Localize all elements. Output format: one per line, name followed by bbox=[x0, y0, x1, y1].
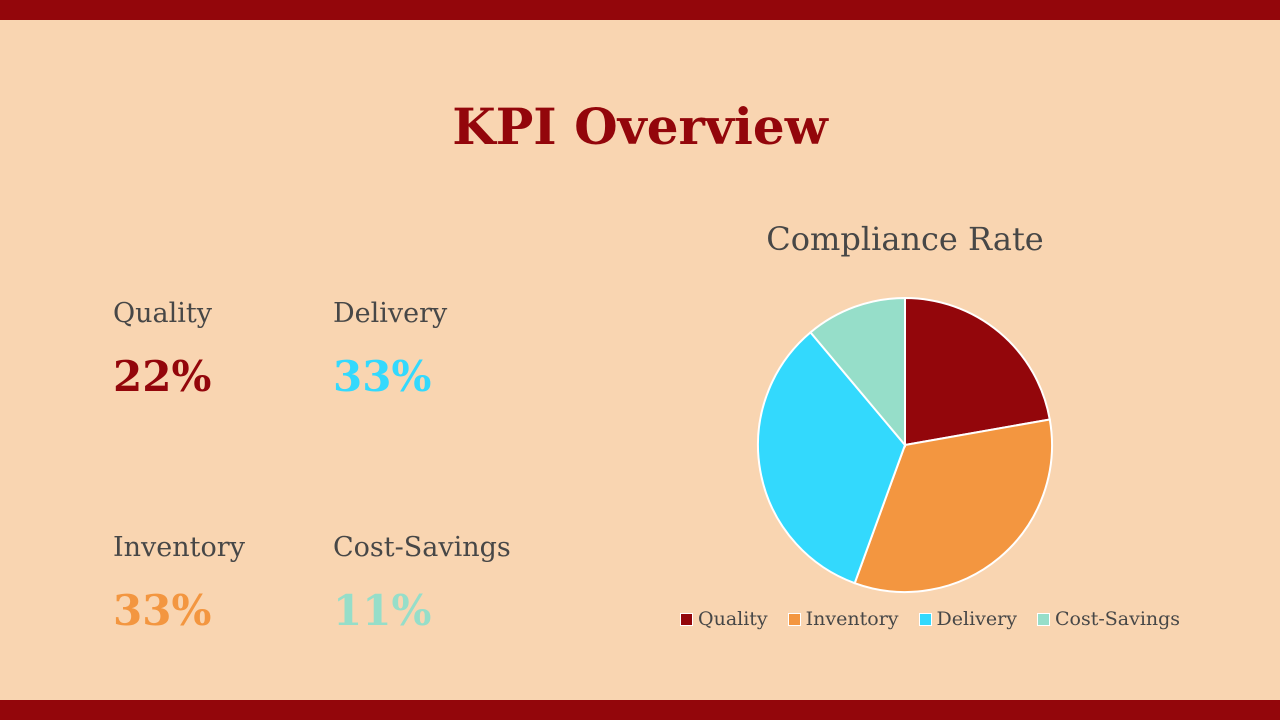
legend-swatch bbox=[1036, 612, 1050, 626]
legend-swatch bbox=[787, 612, 801, 626]
legend-label: Delivery bbox=[936, 608, 1017, 630]
kpi-label: Delivery bbox=[333, 298, 448, 329]
legend-item-quality: Quality bbox=[680, 608, 768, 630]
kpi-label: Inventory bbox=[113, 532, 245, 563]
kpi-quality: Quality 22% bbox=[113, 296, 212, 404]
legend-item-cost-savings: Cost-Savings bbox=[1036, 608, 1181, 630]
kpi-value: 11% bbox=[333, 586, 432, 635]
top-band bbox=[0, 0, 1280, 20]
kpi-cost-savings: Cost-Savings 11% bbox=[333, 530, 511, 638]
legend-item-delivery: Delivery bbox=[918, 608, 1017, 630]
chart-legend: Quality Inventory Delivery Cost-Savings bbox=[680, 608, 1180, 630]
page-title: KPI Overview bbox=[452, 97, 828, 156]
legend-label: Inventory bbox=[805, 608, 899, 630]
bottom-band bbox=[0, 700, 1280, 720]
legend-swatch bbox=[918, 612, 932, 626]
kpi-inventory: Inventory 33% bbox=[113, 530, 245, 638]
kpi-label: Quality bbox=[113, 298, 212, 329]
pie-slice-delivery bbox=[757, 330, 907, 585]
kpi-label: Cost-Savings bbox=[333, 532, 511, 563]
chart-title: Compliance Rate bbox=[766, 220, 1044, 258]
legend-swatch bbox=[680, 612, 693, 626]
kpi-value: 22% bbox=[113, 352, 212, 401]
pie-slice-inventory bbox=[853, 418, 1053, 593]
legend-label: Cost-Savings bbox=[1054, 608, 1181, 630]
pie-slice-cost-savings bbox=[809, 296, 906, 448]
kpi-delivery: Delivery 33% bbox=[333, 296, 447, 404]
kpi-value: 33% bbox=[113, 586, 212, 635]
pie-slice-quality bbox=[904, 296, 1051, 447]
kpi-value: 33% bbox=[333, 352, 432, 401]
legend-label: Quality bbox=[698, 608, 768, 630]
legend-item-inventory: Inventory bbox=[787, 608, 899, 630]
